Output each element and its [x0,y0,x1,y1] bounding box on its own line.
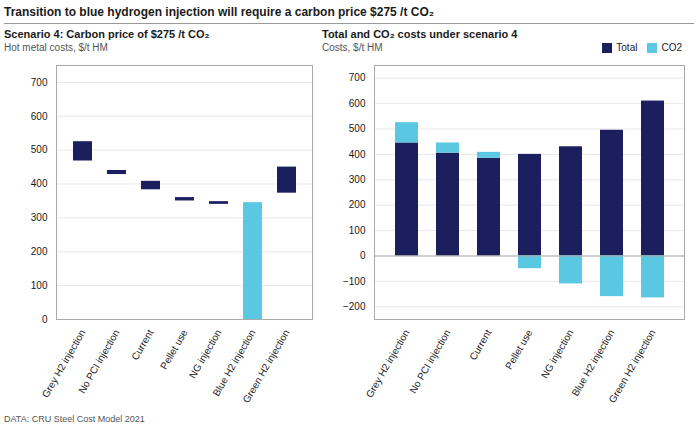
svg-text:100: 100 [349,225,366,236]
svg-text:No PCI injection: No PCI injection [76,328,121,396]
html-text:Transition to blue hydrogen in: Transition to blue hydrogen injection wi… [4,5,435,19]
html-text:CO2: CO2 [661,42,682,53]
svg-text:0: 0 [42,314,48,325]
svg-text:Grey H2 injection: Grey H2 injection [364,328,412,400]
svg-text:600: 600 [349,98,366,109]
svg-text:Green H2 injection: Green H2 injection [241,328,292,405]
svg-text:300: 300 [349,174,366,185]
svg-text:Current: Current [467,327,493,362]
svg-text:300: 300 [31,212,48,223]
svg-text:NG injection: NG injection [539,328,576,381]
svg-text:Pellet use: Pellet use [158,327,190,371]
html-text:Hot metal costs, $/t HM: Hot metal costs, $/t HM [4,42,108,53]
html-text:Scenario 4: Carbon price of $2: Scenario 4: Carbon price of $275 /t CO₂ [4,28,210,40]
svg-text:200: 200 [31,246,48,257]
html-text:Total and CO₂ costs under scen: Total and CO₂ costs under scenario 4 [322,28,518,40]
svg-text:NG injection: NG injection [187,328,224,381]
svg-text:200: 200 [349,199,366,210]
html-text:DATA: CRU Steel Cost Model 202: DATA: CRU Steel Cost Model 2021 [4,414,145,424]
svg-text:400: 400 [349,149,366,160]
svg-text:700: 700 [31,77,48,88]
svg-text:Green H2 injection: Green H2 injection [607,328,658,405]
svg-text:No PCI injection: No PCI injection [407,328,452,396]
svg-text:700: 700 [349,72,366,83]
svg-text:500: 500 [349,123,366,134]
svg-text:Grey H2 injection: Grey H2 injection [39,327,88,400]
svg-text:500: 500 [31,144,48,155]
html-text:Costs, $/t HM: Costs, $/t HM [322,42,383,53]
svg-text:100: 100 [31,280,48,291]
svg-text:600: 600 [31,111,48,122]
svg-text:Pellet use: Pellet use [503,327,535,371]
svg-text:Blue H2 injection: Blue H2 injection [210,327,258,399]
svg-text:−200: −200 [343,301,366,312]
svg-text:−100: −100 [343,276,366,287]
svg-text:Current: Current [129,327,155,362]
svg-text:Blue H2 injection: Blue H2 injection [569,328,616,398]
html-text:Total: Total [616,42,638,53]
svg-text:0: 0 [360,250,366,261]
svg-text:400: 400 [31,178,48,189]
